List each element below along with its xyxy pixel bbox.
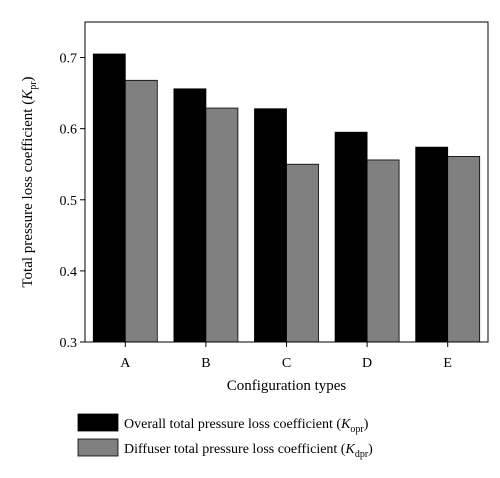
y-axis-title-main: Total pressure loss coefficient ( xyxy=(20,100,36,288)
y-axis-title: Total pressure loss coefficient (Kpr) xyxy=(20,76,39,287)
y-axis-title-symbol: K xyxy=(20,89,36,101)
x-tick-label-E: E xyxy=(443,356,452,371)
bar-E-series-2 xyxy=(447,155,481,343)
bar-D-series-2 xyxy=(366,159,400,343)
y-tick-label: 0.3 xyxy=(60,336,78,351)
y-axis-title-subscript: pr xyxy=(28,81,39,90)
x-tick-label-A: A xyxy=(120,356,131,371)
bar-B-series-1 xyxy=(173,88,207,343)
y-axis-title-end: ) xyxy=(20,76,36,81)
legend-swatch-series-2 xyxy=(77,438,119,457)
bars-group xyxy=(92,53,481,343)
x-axis-ticks: A B C D E xyxy=(120,342,452,371)
x-tick-label-C: C xyxy=(282,356,291,371)
bar-B-series-2 xyxy=(205,107,239,343)
bar-A-series-2 xyxy=(124,79,158,343)
bar-D-series-1 xyxy=(334,131,368,343)
bar-A-series-1 xyxy=(92,53,126,343)
x-tick-label-B: B xyxy=(201,356,210,371)
y-tick-label: 0.7 xyxy=(60,52,78,67)
bar-C-series-1 xyxy=(254,108,287,343)
y-tick-label: 0.5 xyxy=(60,194,78,209)
legend-swatch-series-1 xyxy=(77,413,119,432)
x-axis-title: Configuration types xyxy=(227,378,347,394)
legend-label-series-2: Diffuser total pressure loss coefficient… xyxy=(124,442,373,460)
legend-label-series-1: Overall total pressure loss coefficient … xyxy=(124,417,369,435)
plot-area-frame xyxy=(84,21,489,343)
y-tick-label: 0.4 xyxy=(60,265,78,280)
bar-C-series-2 xyxy=(286,163,319,343)
x-tick-label-D: D xyxy=(362,356,372,371)
bar-E-series-1 xyxy=(415,146,449,343)
y-axis-ticks: 0.3 0.4 0.5 0.6 0.7 xyxy=(60,52,85,351)
y-tick-label: 0.6 xyxy=(60,123,78,138)
legend: Overall total pressure loss coefficient … xyxy=(77,413,373,460)
